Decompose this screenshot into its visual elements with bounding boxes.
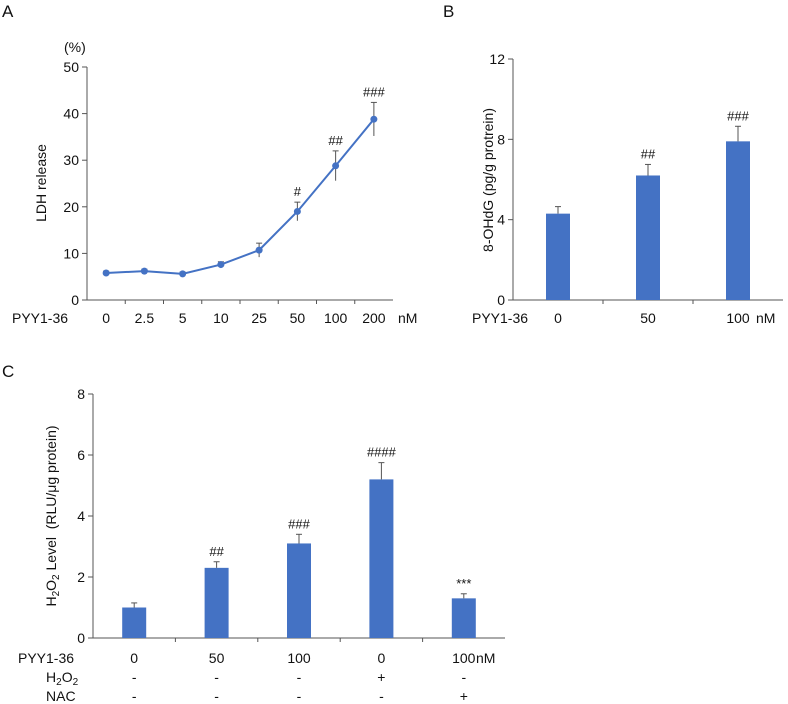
panel-c-row-1-value: - <box>297 669 302 685</box>
panel-a-data-point <box>140 267 148 275</box>
panel-c-row-1-value: - <box>214 669 219 685</box>
panel-c-ytick-label: 0 <box>77 630 85 646</box>
panel-a-significance-label: ### <box>363 84 385 99</box>
panel-c-significance-label: ## <box>209 544 224 559</box>
panel-c-row-label-nac: NAC <box>46 688 76 704</box>
panel-a-xtick-label: 100 <box>324 310 348 326</box>
panel-a-data-point <box>217 261 225 269</box>
panel-c-bar <box>369 479 394 638</box>
panel-c-ytick-label: 8 <box>77 386 85 402</box>
panel-a-xtick-label: 200 <box>362 310 386 326</box>
panel-a-unit-suffix: nM <box>398 310 417 326</box>
panel-c: C H2O2 Level (RLU/μg protein) PYY1-36 nM… <box>2 362 505 704</box>
panel-a-ytick-label: 50 <box>63 59 79 75</box>
panel-a-xtick-label: 10 <box>213 310 229 326</box>
panel-a-ytick-label: 10 <box>63 245 79 261</box>
panel-c-ylabel-h: H <box>43 596 59 606</box>
panel-c-row-label-h2o2: H2O2 <box>46 669 79 688</box>
panel-c-ytick-label: 6 <box>77 447 85 463</box>
panel-c-significance-label: *** <box>456 576 471 591</box>
panel-a-row-label: PYY1-36 <box>12 310 68 326</box>
panel-c-row-2-value: - <box>297 688 302 704</box>
panel-b-bar <box>726 141 750 300</box>
panel-a-ytick-label: 0 <box>71 292 79 308</box>
h2o2-h: H <box>46 669 56 685</box>
panel-c-bar <box>287 543 311 638</box>
panel-c-ylabel-sub2: 2 <box>51 574 62 580</box>
panel-a-ytick-label: 40 <box>63 106 79 122</box>
panel-b-xtick-label: 0 <box>554 310 562 326</box>
panel-c-bar <box>451 598 476 638</box>
panel-b-bar <box>636 175 660 300</box>
panel-b-xtick-label: 50 <box>640 310 656 326</box>
panel-b-significance-label: ## <box>641 146 656 161</box>
panel-a-series-line <box>106 118 375 275</box>
panel-a-data-point <box>332 162 340 170</box>
panel-c-row-2-value: + <box>460 688 468 704</box>
panel-a: A (%) LDH release PYY1-36 nM 01020304050… <box>2 2 417 326</box>
panel-c-ylabel-rest: Level (RLU/μg protein) <box>43 425 59 574</box>
h2o2-sub2: 2 <box>73 677 79 688</box>
panel-a-data-point <box>293 207 301 215</box>
h2o2-sub1: 2 <box>56 677 62 688</box>
panel-b-y-axis-label: 8-OHdG (pg/g protrein) <box>480 108 496 252</box>
panel-a-data-point <box>370 115 378 123</box>
panel-c-bar <box>204 567 229 638</box>
panel-b-row-label: PYY1-36 <box>472 310 528 326</box>
panel-c-row-0-value: 100 <box>287 650 311 666</box>
panel-c-row-2-value: - <box>379 688 384 704</box>
panel-c-ytick-label: 4 <box>77 508 85 524</box>
panel-a-unit-label: (%) <box>64 39 86 55</box>
panel-c-row-2-value: - <box>214 688 219 704</box>
panel-a-significance-label: # <box>294 184 302 199</box>
panel-c-row-0-value: 0 <box>378 650 386 666</box>
panel-b: B 8-OHdG (pg/g protrein) PYY1-36 nM 0 4 8 1… <box>443 2 783 326</box>
panel-c-significance-label: ### <box>288 516 310 531</box>
panel-c-ylabel-o: O <box>43 580 59 591</box>
panel-c-row-1-value: - <box>132 669 137 685</box>
panel-a-data-point <box>102 269 110 277</box>
panel-b-ytick-label: 8 <box>497 131 505 147</box>
panel-c-bar <box>122 607 147 638</box>
panel-a-ytick-label: 30 <box>63 152 79 168</box>
panel-a-label: A <box>2 2 14 21</box>
panel-a-xtick-label: 2.5 <box>135 310 155 326</box>
panel-a-xtick-label: 5 <box>179 310 187 326</box>
panel-c-ylabel-sub1: 2 <box>51 590 62 596</box>
panel-c-row-label-pyy: PYY1-36 <box>18 650 74 666</box>
panel-b-significance-label: ### <box>727 108 749 123</box>
panel-b-unit-suffix: nM <box>756 310 775 326</box>
panel-b-label: B <box>443 2 454 21</box>
panel-a-xtick-label: 25 <box>251 310 267 326</box>
panel-c-row-1-value: - <box>461 669 466 685</box>
panel-c-label: C <box>2 362 14 381</box>
panel-a-significance-label: ## <box>328 133 343 148</box>
panel-c-row-0-value: 50 <box>209 650 225 666</box>
panel-a-y-axis-label: LDH release <box>33 144 49 222</box>
panel-a-xtick-label: 0 <box>102 310 110 326</box>
panel-b-ytick-label: 0 <box>497 292 505 308</box>
panel-b-bar <box>546 213 570 300</box>
panel-b-xtick-label: 100 <box>726 310 750 326</box>
panel-c-significance-label: #### <box>367 445 397 460</box>
panel-a-xtick-label: 50 <box>290 310 306 326</box>
panel-b-ytick-label: 12 <box>489 51 505 67</box>
panel-c-row-1-value: + <box>377 669 385 685</box>
panel-c-y-axis-label: H2O2 Level (RLU/μg protein) <box>43 425 62 606</box>
panel-c-row-0-value: 100 <box>452 650 476 666</box>
panel-a-data-point <box>179 270 187 278</box>
panel-a-ytick-label: 20 <box>63 199 79 215</box>
panel-c-ytick-label: 2 <box>77 569 85 585</box>
panel-c-unit-suffix: nM <box>476 650 495 666</box>
panel-a-data-point <box>255 246 263 254</box>
panel-b-ytick-label: 4 <box>497 212 505 228</box>
h2o2-o: O <box>62 669 73 685</box>
panel-c-row-0-value: 0 <box>130 650 138 666</box>
panel-c-row-2-value: - <box>132 688 137 704</box>
